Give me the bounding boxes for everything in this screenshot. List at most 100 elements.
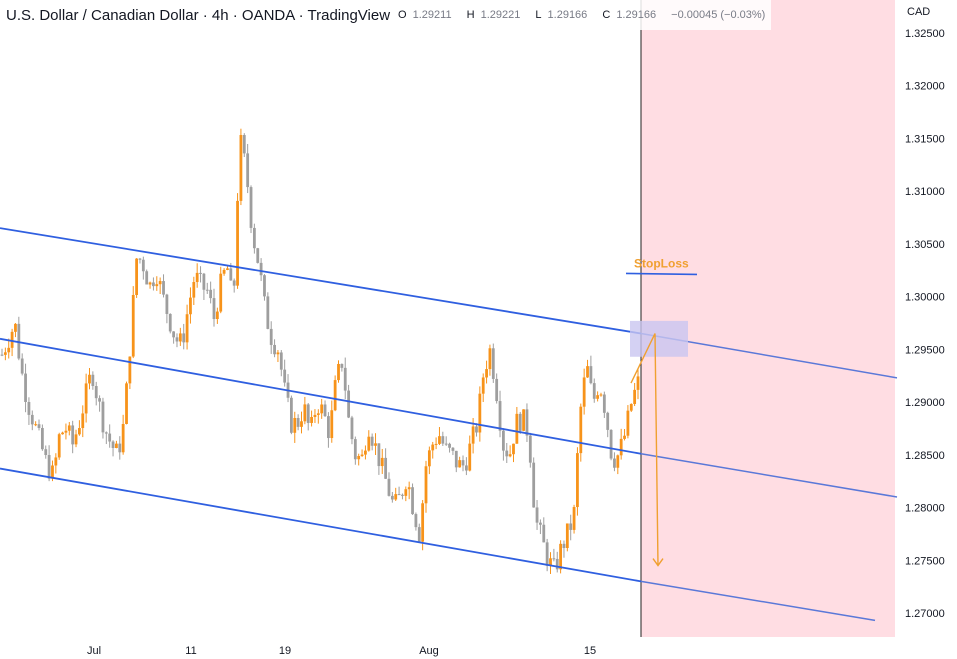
candle-body	[431, 444, 435, 451]
high-value: H 1.29221	[466, 9, 521, 21]
candle-body	[195, 272, 199, 283]
candle-body	[542, 524, 546, 543]
candle-body	[101, 401, 105, 433]
price-tick-label: 1.29000	[905, 397, 945, 409]
price-tick-label: 1.27000	[905, 608, 945, 620]
candle-body	[185, 314, 189, 343]
candle-body	[239, 135, 243, 201]
candle-body	[417, 527, 421, 542]
candle-body	[165, 294, 169, 314]
price-tick-label: 1.28500	[905, 450, 945, 462]
candle-body	[74, 434, 78, 445]
candle-body	[279, 352, 283, 370]
candle-body	[98, 398, 101, 402]
candle-body	[108, 433, 112, 442]
candle-body	[619, 438, 623, 456]
candle-body	[475, 426, 478, 433]
candle-body	[444, 443, 448, 445]
candle-body	[88, 374, 91, 384]
stoploss-label: StopLoss	[634, 256, 689, 270]
candle-body	[310, 416, 313, 423]
candle-body	[491, 348, 495, 379]
open-value: O 1.29211	[398, 9, 452, 21]
candle-body	[461, 460, 465, 466]
candle-body	[438, 436, 441, 444]
candle-body	[576, 453, 579, 508]
candle-body	[370, 436, 374, 446]
candle-body	[135, 258, 139, 295]
time-tick-label: 15	[584, 645, 596, 657]
symbol-title: U.S. Dollar / Canadian Dollar · 4h · OAN…	[6, 6, 391, 24]
channel-line-2[interactable]	[0, 337, 642, 455]
candle-body	[569, 523, 573, 530]
candle-body	[602, 394, 606, 413]
candle-body	[47, 455, 51, 479]
candle-body	[390, 495, 394, 500]
candle-body	[572, 507, 576, 530]
candle-body	[623, 435, 626, 439]
price-tick-label: 1.30000	[905, 292, 945, 304]
candle-body	[64, 430, 68, 433]
candle-body	[589, 366, 593, 384]
stoploss-line[interactable]	[625, 272, 698, 276]
candle-body	[501, 430, 505, 451]
candle-body	[559, 543, 563, 570]
candle-body	[609, 429, 613, 459]
candle-body	[0, 354, 4, 356]
candle-body	[229, 268, 233, 281]
candle-body	[606, 412, 610, 430]
time-axis[interactable]: Jul 11 19 Aug 15	[87, 645, 596, 657]
candle-body	[115, 443, 118, 449]
candle-body	[249, 187, 253, 228]
candle-body	[364, 450, 367, 455]
candle-body	[367, 436, 371, 451]
candle-body	[141, 259, 145, 272]
price-tick-label: 1.32000	[905, 81, 945, 93]
candle-body	[192, 282, 196, 298]
candle-body	[145, 271, 149, 285]
candle-body	[17, 323, 21, 359]
candle-body	[94, 386, 98, 399]
candle-body	[522, 409, 525, 431]
candle-body	[350, 417, 354, 440]
candle-body	[3, 352, 7, 355]
chart-header: U.S. Dollar / Canadian Dollar · 4h · OAN…	[0, 0, 772, 30]
candle-body	[498, 401, 502, 431]
channel-lines-layer	[0, 227, 898, 622]
candle-body	[613, 458, 616, 468]
channel-line-1[interactable]	[0, 227, 642, 335]
candle-body	[427, 450, 431, 467]
candle-body	[131, 294, 135, 357]
candle-body	[629, 403, 633, 411]
candle-body	[155, 284, 159, 287]
candle-body	[24, 373, 27, 402]
candle-body	[495, 378, 499, 402]
candle-body	[407, 487, 411, 490]
candle-body	[539, 522, 542, 525]
candle-body	[549, 558, 552, 566]
candle-body	[380, 457, 384, 467]
candle-body	[125, 383, 128, 424]
candle-body	[468, 443, 472, 471]
candle-body	[313, 414, 317, 417]
candle-body	[51, 465, 54, 479]
candle-body	[30, 414, 34, 425]
candle-body	[283, 369, 287, 383]
candle-body	[252, 227, 256, 249]
candle-body	[158, 281, 162, 285]
candle-body	[360, 454, 364, 456]
channel-line-3[interactable]	[0, 467, 642, 583]
channel-line-extension-3[interactable]	[640, 580, 876, 622]
target-zone-box[interactable]	[630, 320, 688, 357]
candle-body	[377, 443, 381, 467]
candle-body	[276, 352, 280, 355]
candle-body	[246, 153, 250, 188]
ohlc-values: O 1.29211 H 1.29221 L 1.29166 C 1.29166 −0.0…	[398, 9, 771, 21]
currency-label: CAD	[907, 6, 930, 18]
price-tick-label: 1.28000	[905, 503, 945, 515]
candle-body	[273, 344, 276, 355]
price-axis[interactable]: 1.32500 1.32000 1.31500 1.31000 1.30500 1.300…	[905, 28, 945, 620]
channel-line-extension-2[interactable]	[640, 453, 898, 498]
candle-body	[448, 443, 451, 448]
